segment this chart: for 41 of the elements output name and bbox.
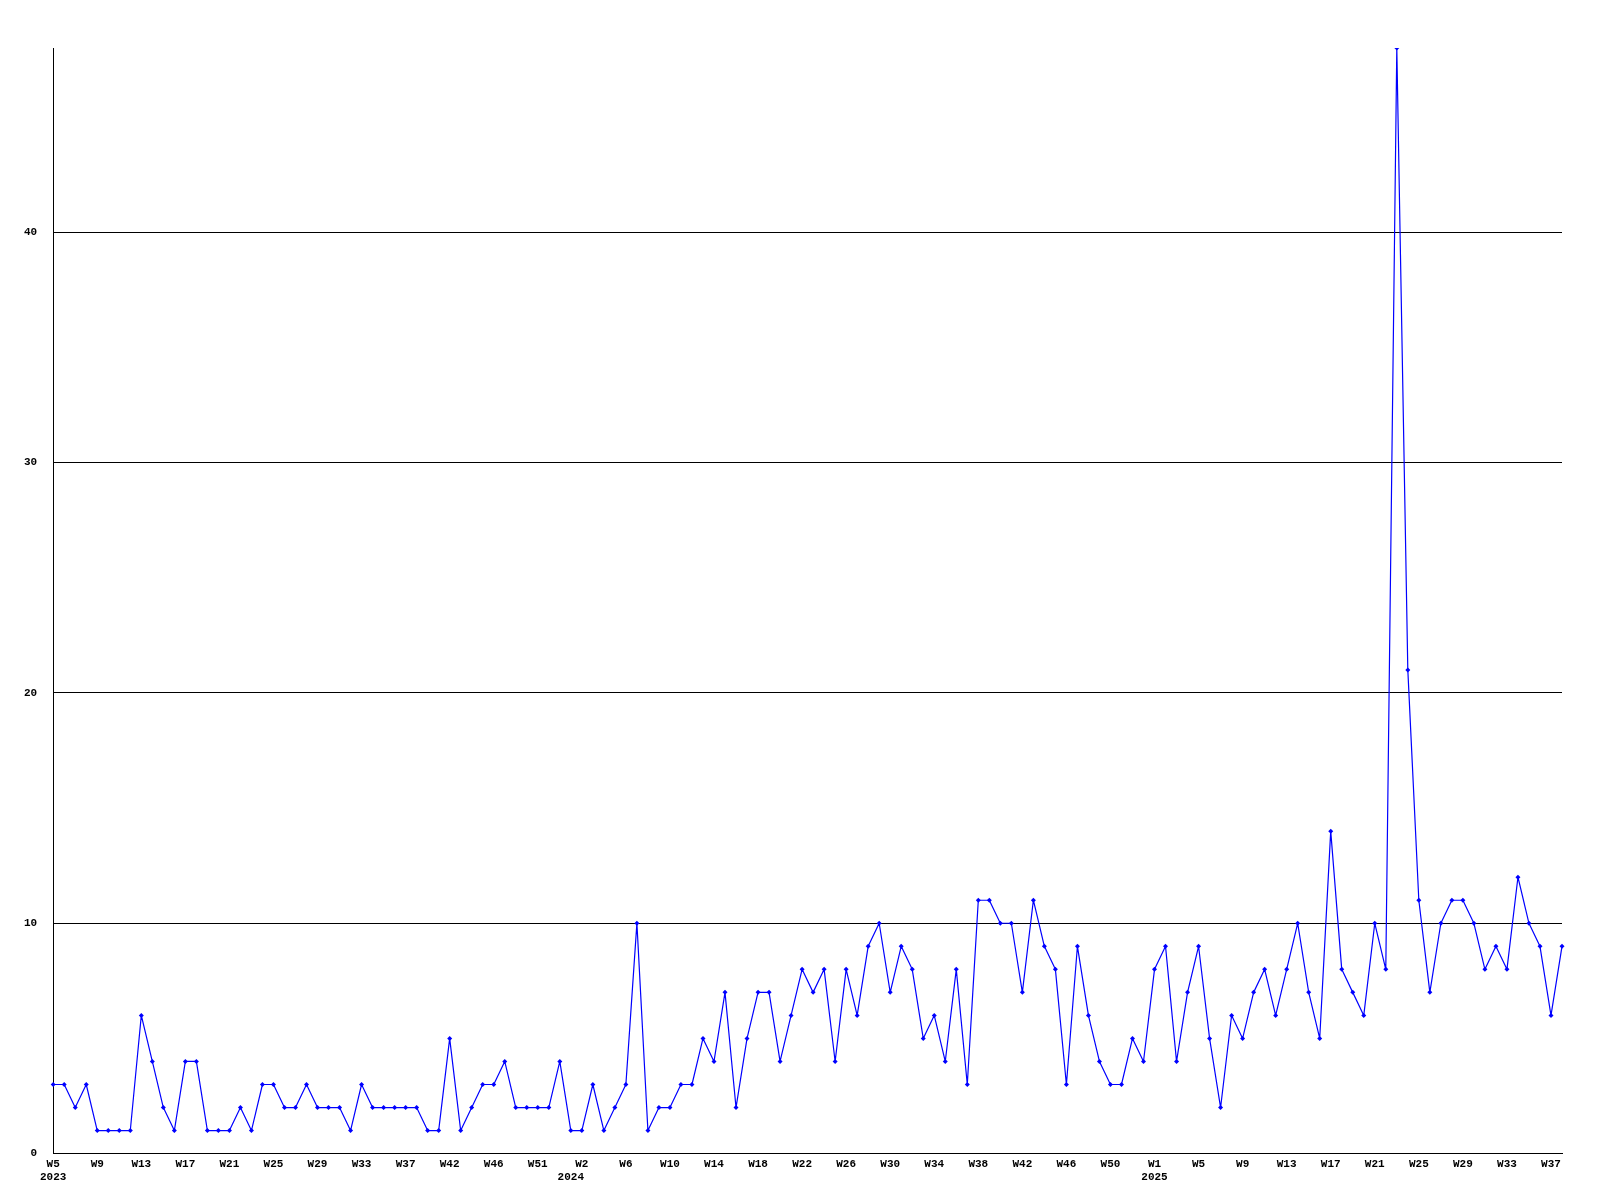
- x-tick-label: W21: [1364, 1157, 1386, 1170]
- y-tick-label: 10: [24, 917, 38, 930]
- x-tick-label: W46: [483, 1157, 504, 1170]
- x-tick-label: W17: [1320, 1157, 1341, 1170]
- x-tick-label: W37: [1541, 1157, 1561, 1170]
- x-tick-label: W26: [836, 1157, 857, 1170]
- y-tick-label: 0: [30, 1147, 38, 1160]
- x-tick-label: W13: [1276, 1157, 1297, 1170]
- x-tick-label: W33: [351, 1157, 372, 1170]
- x-tick-label: W18: [748, 1157, 769, 1170]
- x-tick-label: W22: [792, 1157, 812, 1170]
- x-tick-label: W30: [880, 1157, 901, 1170]
- x-tick-label: W6: [619, 1157, 633, 1170]
- x-tick-label: 2024: [557, 1171, 585, 1184]
- x-tick-label: W29: [1452, 1157, 1473, 1170]
- x-tick-label: W51: [527, 1157, 549, 1170]
- x-tick-label: W13: [131, 1157, 152, 1170]
- x-tick-label: W9: [90, 1157, 104, 1170]
- x-tick-label: W38: [968, 1157, 989, 1170]
- x-tick-label: W5 2023: [40, 1157, 67, 1184]
- x-tick-label: W37: [395, 1157, 416, 1170]
- x-tick-label: W34: [924, 1157, 945, 1170]
- x-tick-label: W42: [1012, 1157, 1033, 1170]
- y-tick-label: 40: [24, 226, 38, 239]
- x-tick-label: W17: [175, 1157, 196, 1170]
- x-tick-label: W14: [704, 1157, 725, 1170]
- x-tick-label: W1 2025: [1141, 1157, 1169, 1184]
- x-tick-label: W5: [1191, 1157, 1206, 1170]
- x-tick-label: W10: [660, 1157, 680, 1170]
- x-tick-label: W25: [1408, 1157, 1430, 1170]
- x-tick-label: W9: [1236, 1157, 1250, 1170]
- x-tick-label: W21: [219, 1157, 240, 1170]
- y-tick-label: 30: [24, 456, 38, 469]
- x-tick-label: W33: [1497, 1157, 1518, 1170]
- y-tick-label: 20: [24, 686, 38, 699]
- x-tick-label: W42: [439, 1157, 460, 1170]
- x-tick-label: W25: [263, 1157, 284, 1170]
- x-tick-label: W50: [1100, 1157, 1121, 1170]
- x-tick-label: W46: [1056, 1157, 1077, 1170]
- x-tick-label: W29: [307, 1157, 328, 1170]
- x-tick-label: W2: [575, 1157, 589, 1170]
